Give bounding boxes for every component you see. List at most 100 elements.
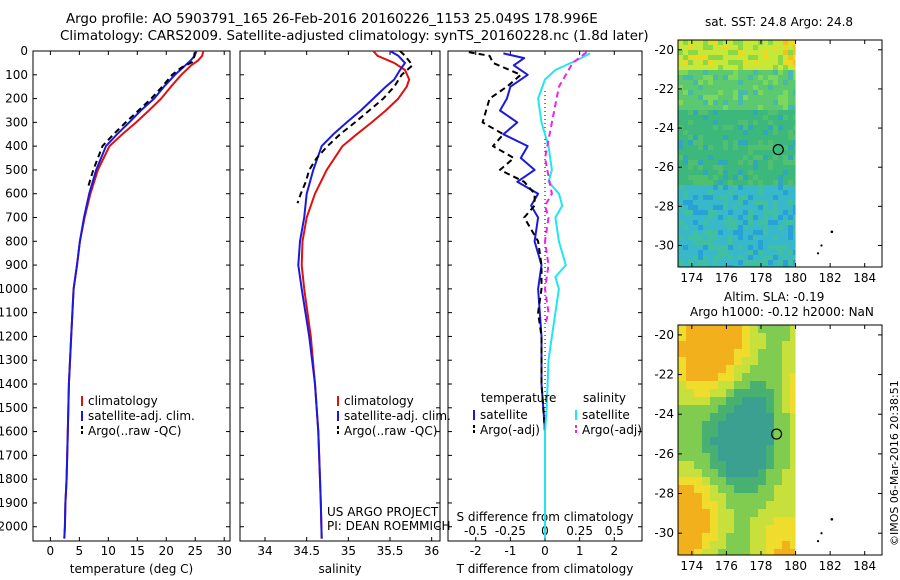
map-cell [703, 165, 708, 170]
map-cell [766, 493, 774, 501]
map-cell [758, 100, 763, 105]
map-cell [718, 190, 723, 195]
map-cell [698, 240, 703, 245]
map-cell [778, 80, 783, 85]
map-cell [683, 245, 688, 250]
map-cell [703, 85, 708, 90]
map-cell [750, 397, 758, 405]
map-cell [738, 130, 743, 135]
map-cell [678, 373, 686, 381]
map-cell [718, 85, 723, 90]
map-cell [748, 50, 753, 55]
map-cell [758, 175, 763, 180]
panel-frame [32, 50, 231, 542]
salinity-series-line [297, 50, 406, 539]
map-frame [677, 39, 883, 268]
map-cell [738, 265, 743, 267]
map-cell [766, 533, 774, 541]
map-cell [723, 50, 728, 55]
map-cell [688, 265, 693, 267]
map-cell [790, 541, 796, 549]
map-cell [766, 549, 774, 555]
map-cell [713, 195, 718, 200]
map-cell [678, 170, 683, 175]
map-cell [738, 160, 743, 165]
map-cell [766, 397, 774, 405]
sst-map-panel: 174 176 178 180 182 184-20-22-24-26-28-30sat.… [654, 15, 883, 285]
map-cell [708, 235, 713, 240]
map-cell [788, 115, 793, 120]
map-cell [702, 485, 710, 493]
map-cell [783, 235, 788, 240]
map-cell [688, 165, 693, 170]
map-cell [743, 65, 748, 70]
map-cell [758, 437, 766, 445]
map-cell [726, 453, 734, 461]
map-cell [753, 205, 758, 210]
map-cell [748, 140, 753, 145]
map-cell [743, 215, 748, 220]
map-cell [742, 445, 750, 453]
map-cell [734, 365, 742, 373]
map-cell [688, 245, 693, 250]
map-cell [683, 215, 688, 220]
temperature-x-tick-label: 10 [101, 544, 116, 558]
map-cell [683, 50, 688, 55]
map-cell [710, 501, 718, 509]
map-cell [793, 200, 796, 205]
map-cell [694, 365, 702, 373]
map-cell [778, 85, 783, 90]
map-cell [738, 40, 743, 45]
map-cell [753, 75, 758, 80]
map-cell [713, 160, 718, 165]
map-cell [768, 135, 773, 140]
map-cell [793, 90, 796, 95]
temperature-x-tick-label: 15 [130, 544, 145, 558]
map-cell [793, 235, 796, 240]
map-cell [698, 160, 703, 165]
map-cell [763, 40, 768, 45]
map-cell [710, 325, 718, 333]
map-cell [766, 541, 774, 549]
map-cell [788, 50, 793, 55]
map-cell [728, 100, 733, 105]
map-cell [743, 135, 748, 140]
map-cell [742, 429, 750, 437]
map-cell [742, 525, 750, 533]
map-cell [718, 125, 723, 130]
map-cell [698, 45, 703, 50]
map-cell [734, 429, 742, 437]
map-cell [710, 549, 718, 555]
map-cell [773, 125, 778, 130]
map-cell [688, 215, 693, 220]
map-cell [694, 437, 702, 445]
map-cell [723, 165, 728, 170]
map-cell [753, 125, 758, 130]
map-cell [694, 413, 702, 421]
map-cell [703, 70, 708, 75]
map-cell [698, 220, 703, 225]
depth-tick-label: 1000 [0, 282, 28, 296]
map-cell [773, 165, 778, 170]
map-cell [753, 55, 758, 60]
map-cell [753, 240, 758, 245]
map-cell [768, 210, 773, 215]
map-cell [743, 155, 748, 160]
map-cell [713, 175, 718, 180]
map-cell [698, 245, 703, 250]
map-cell [768, 65, 773, 70]
map-cell [748, 75, 753, 80]
map-cell [728, 85, 733, 90]
map-cell [688, 200, 693, 205]
map-cell [758, 140, 763, 145]
map-cell [753, 60, 758, 65]
map-cell [753, 160, 758, 165]
map-cell [723, 115, 728, 120]
map-cell [788, 90, 793, 95]
map-cell [694, 421, 702, 429]
map-cell [686, 429, 694, 437]
map-cell [733, 200, 738, 205]
map-cell [678, 501, 686, 509]
map-cell [693, 125, 698, 130]
map-cell [742, 517, 750, 525]
